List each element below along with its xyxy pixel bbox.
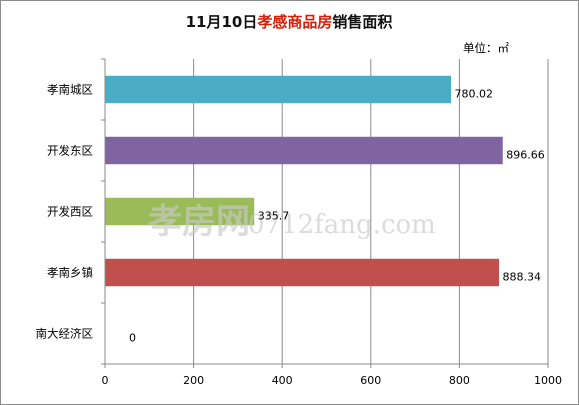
x-tick-label: 200 (183, 374, 204, 387)
x-tick-label: 400 (272, 374, 293, 387)
watermark: 孝房网 0712fang.com (148, 202, 436, 242)
category-label: 南大经济区 (36, 327, 94, 341)
x-tick-label: 800 (449, 374, 470, 387)
axes-layer: 0 200 400 600 800 1000 (101, 58, 562, 387)
labels-layer: 孝南城区 780.02 开发东区 896.66 开发西区 335.7 孝南乡镇 888.34 南… (36, 83, 545, 345)
x-tick-label: 600 (360, 374, 381, 387)
chart-title: 11月10日孝感商品房销售面积 (186, 13, 393, 31)
x-tick-label: 1000 (534, 374, 562, 387)
grid-layer (193, 59, 549, 364)
x-tick-label: 0 (102, 374, 109, 387)
bar (105, 75, 452, 104)
chart-title-part: 11月10日 (186, 13, 258, 31)
data-label: 0 (129, 332, 136, 345)
data-label: 780.02 (455, 88, 494, 101)
chart-title-part: 孝感商品房 (256, 13, 332, 31)
category-label: 孝南城区 (47, 83, 93, 97)
category-label: 孝南乡镇 (47, 266, 93, 280)
chart-title-part: 销售面积 (332, 13, 392, 31)
data-label: 335.7 (258, 210, 290, 223)
data-label: 896.66 (506, 149, 544, 162)
category-label: 开发西区 (47, 205, 93, 219)
bar (105, 197, 255, 226)
watermark-brand: 孝房网 (148, 202, 250, 242)
bar (105, 136, 503, 165)
bar (105, 258, 500, 287)
data-label: 888.34 (503, 271, 542, 284)
watermark-site: 0712fang.com (248, 210, 436, 240)
unit-label: 单位：㎡ (463, 41, 509, 55)
category-label: 开发东区 (47, 144, 93, 158)
bars-layer (105, 75, 503, 287)
